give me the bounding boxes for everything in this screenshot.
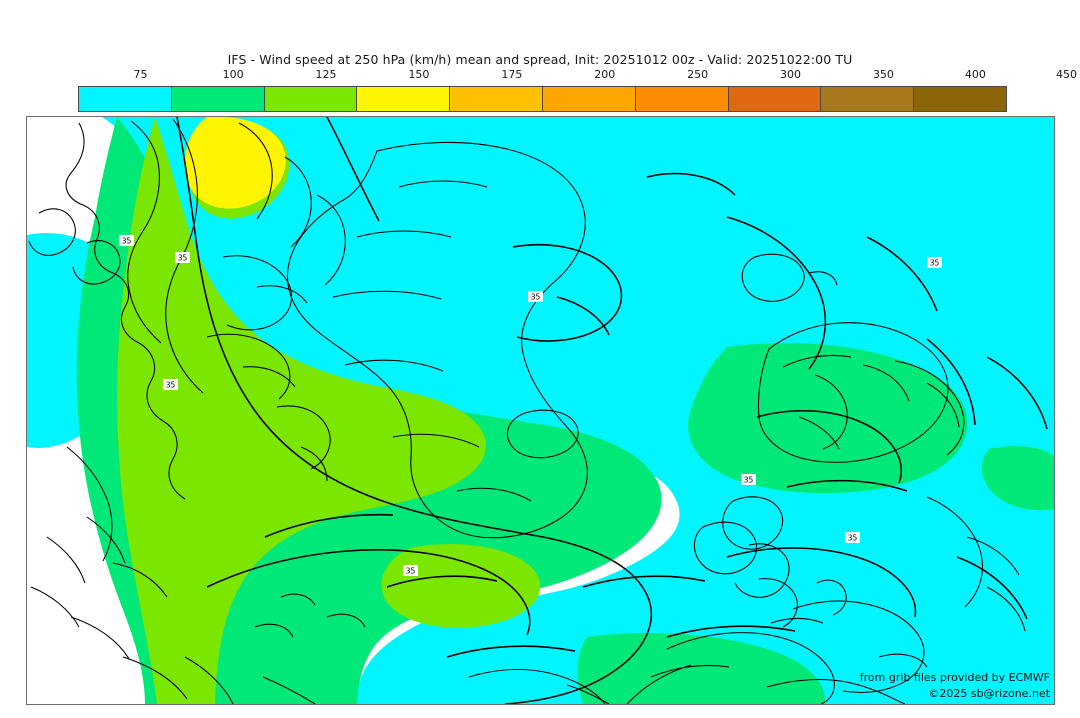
colorbar-tick: 75: [133, 68, 148, 81]
colorbar-segment-200-250: [542, 87, 636, 111]
colorbar-segment-150-175: [357, 87, 451, 111]
contour-label: 35: [175, 252, 190, 263]
contour-label: 35: [741, 474, 756, 485]
colorbar: 75 100 125 150 175 200 250 300 350 400 4…: [78, 68, 1077, 112]
colorbar-segment-350-400: [821, 87, 915, 111]
colorbar-segment-125-150: [264, 87, 358, 111]
colorbar-tick: 300: [780, 68, 802, 81]
colorbar-tick: 200: [594, 68, 616, 81]
svg-text:35: 35: [930, 259, 940, 268]
contour-label: 35: [163, 379, 178, 390]
colorbar-tick-labels: 75 100 125 150 175 200 250 300 350 400 4…: [78, 68, 1077, 84]
svg-text:35: 35: [531, 293, 541, 302]
svg-text:35: 35: [122, 237, 132, 246]
colorbar-tick: 250: [687, 68, 709, 81]
svg-text:35: 35: [406, 567, 416, 576]
contour-label: 35: [119, 235, 134, 246]
colorbar-segment-250-300: [635, 87, 729, 111]
mean-wind-contours: [176, 117, 1048, 704]
coastlines: [28, 118, 1026, 704]
colorbar-tick: 150: [408, 68, 430, 81]
contour-labels: 35 35 35 35 35 35: [119, 235, 942, 576]
colorbar-tick: 350: [872, 68, 894, 81]
contour-label: 35: [927, 257, 942, 268]
svg-text:35: 35: [848, 534, 858, 543]
colorbar-segment-175-200: [450, 87, 543, 111]
colorbar-segment-100-125: [171, 87, 265, 111]
colorbar-tick: 450: [1055, 68, 1077, 81]
colorbar-tick: 400: [964, 68, 986, 81]
colorbar-segment-75-100: [79, 87, 172, 111]
svg-text:35: 35: [744, 476, 754, 485]
colorbar-segment-300-350: [728, 87, 822, 111]
colorbar-tick: 100: [222, 68, 244, 81]
contour-label: 35: [845, 532, 860, 543]
colorbar-tick: 175: [501, 68, 523, 81]
contour-label: 35: [403, 565, 418, 576]
svg-text:35: 35: [166, 381, 176, 390]
page-title: IFS - Wind speed at 250 hPa (km/h) mean …: [227, 52, 853, 67]
contour-label: 35: [528, 291, 543, 302]
colorbar-segment-400-450: [914, 87, 1006, 111]
svg-text:35: 35: [178, 254, 188, 263]
colorbar-scale: [78, 86, 1007, 112]
weather-map[interactable]: 35 35 35 35 35 35: [26, 116, 1055, 705]
colorbar-tick: 125: [315, 68, 337, 81]
